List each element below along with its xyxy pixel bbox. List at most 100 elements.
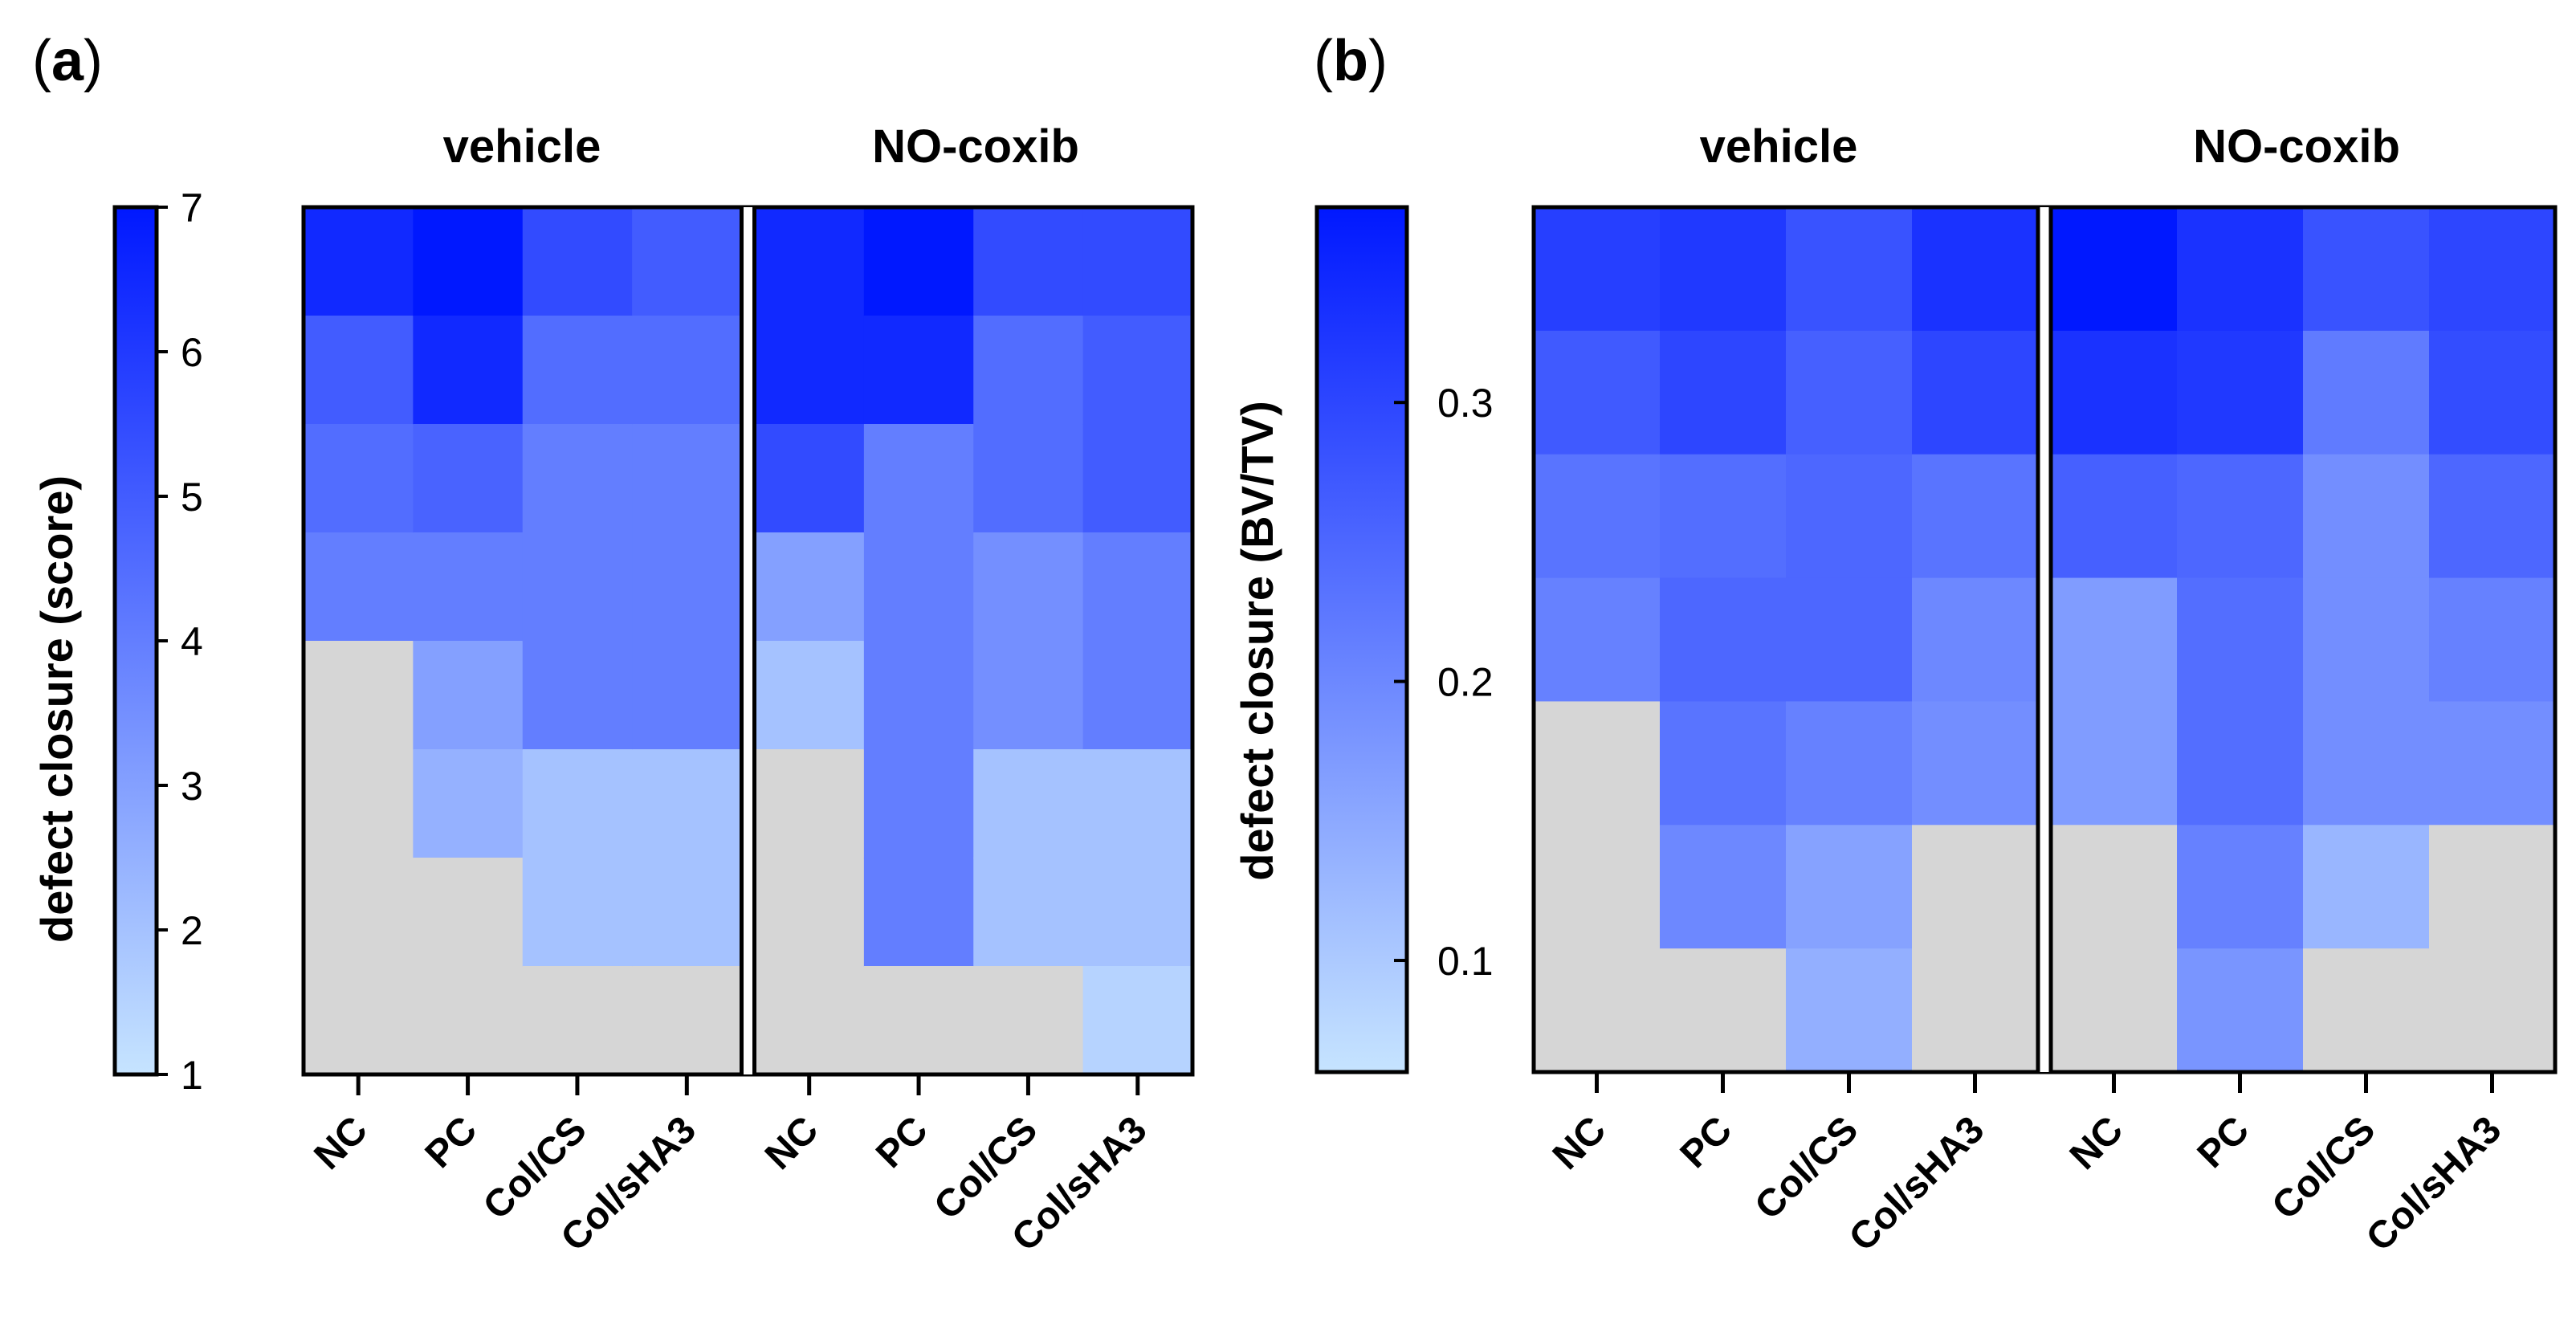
colorbar-gradient-b xyxy=(1314,205,1409,1074)
heatmap-b-cell xyxy=(1534,207,1661,332)
heatmap-a-cell xyxy=(304,316,414,425)
colorbar-a-tick-label: 7 xyxy=(181,186,203,230)
heatmap-b-cell xyxy=(2429,454,2556,579)
heatmap-a-cell xyxy=(973,532,1084,642)
heatmap-a-cell xyxy=(1082,858,1193,967)
heatmap-b-cell xyxy=(2177,207,2304,332)
heatmap-b-cell xyxy=(2051,454,2178,579)
heatmap-a-cell xyxy=(304,641,414,750)
heatmap-b-cell xyxy=(1534,577,1661,703)
heatmap-b-cell xyxy=(2303,577,2430,703)
heatmap-b-cell xyxy=(1660,701,1787,826)
heatmap-a-cell xyxy=(863,316,975,425)
colorbar-a-tick-label: 1 xyxy=(181,1053,203,1098)
heatmap-b-cell xyxy=(1786,330,1913,455)
heatmap-a-cell xyxy=(304,207,414,316)
category-label-b-vehicle-col-cs: Col/CS xyxy=(1747,1108,1867,1228)
heatmap-b-cell xyxy=(1786,207,1913,332)
heatmap-a-cell xyxy=(522,532,633,642)
group-label-no-coxib-b: NO-coxib xyxy=(2193,120,2400,173)
category-label-b-vehicle-pc: PC xyxy=(1673,1108,1741,1176)
category-label-b-no-coxib-col-sha3: Col/sHA3 xyxy=(2358,1108,2509,1259)
heatmap-a-cell xyxy=(304,532,414,642)
colorbar-b: 0.1 0.2 0.3 xyxy=(1314,205,1494,1074)
heatmap-a-cell xyxy=(304,424,414,533)
colorbar-a: 1 2 3 4 5 6 7 xyxy=(112,186,203,1098)
heatmap-b-cell xyxy=(1786,701,1913,826)
colorbar-b-title: defect closure (BV/TV) xyxy=(1232,401,1282,880)
heatmap-a-cell xyxy=(632,858,743,967)
group-label-vehicle-a: vehicle xyxy=(443,120,601,173)
heatmap-a-cell xyxy=(754,207,865,316)
heatmap-b-cell xyxy=(2177,330,2304,455)
category-label-b-vehicle-nc: NC xyxy=(1545,1108,1614,1177)
heatmap-a-cell xyxy=(413,966,524,1075)
heatmap-b-cell xyxy=(2051,330,2178,455)
category-label-b-no-coxib-col-cs: Col/CS xyxy=(2264,1108,2384,1228)
heatmap-a-cell xyxy=(632,966,743,1075)
colorbar-gradient-a xyxy=(112,205,159,1077)
heatmap-a-cell xyxy=(754,424,865,533)
heatmap-b-cell xyxy=(2429,701,2556,826)
heatmap-a-cell xyxy=(632,316,743,425)
heatmap-a-cell xyxy=(632,749,743,858)
heatmap-b-cell xyxy=(2303,825,2430,949)
heatmap-a-cell xyxy=(754,641,865,750)
heatmap-b-cell xyxy=(1660,825,1787,949)
heatmap-a-cell xyxy=(632,641,743,750)
heatmap-b-cell xyxy=(2303,207,2430,332)
heatmap-a-cell xyxy=(413,532,524,642)
heatmap-b-cell xyxy=(1786,825,1913,949)
category-label-b-vehicle-col-sha3: Col/sHA3 xyxy=(1841,1108,1992,1259)
heatmap-a-cell xyxy=(1082,207,1193,316)
category-label-b-no-coxib-pc: PC xyxy=(2190,1108,2258,1176)
heatmap-a-cell xyxy=(413,424,524,533)
heatmap-b-cell xyxy=(2177,454,2304,579)
heatmap-a-cell xyxy=(632,532,743,642)
colorbar-a-tick-label: 5 xyxy=(181,475,203,520)
heatmap-b-cell xyxy=(1534,701,1661,826)
heatmap-a-cell xyxy=(522,641,633,750)
category-label-a-vehicle-nc: NC xyxy=(306,1108,375,1177)
heatmap-b-cell xyxy=(2177,825,2304,949)
heatmap-a-cell xyxy=(754,749,865,858)
heatmap-a-cell xyxy=(973,858,1084,967)
heatmap-a-cell xyxy=(1082,749,1193,858)
colorbar-a-title: defect closure (score) xyxy=(31,475,82,943)
heatmap-b-cell xyxy=(1534,330,1661,455)
heatmap-b-cell xyxy=(1534,825,1661,949)
heatmap-b-cell xyxy=(1912,330,2039,455)
heatmap-b-cell xyxy=(1660,577,1787,703)
heatmap-a-cell xyxy=(863,532,975,642)
heatmap-a-cell xyxy=(522,966,633,1075)
heatmap-b-cell xyxy=(2303,330,2430,455)
heatmap-a-cell xyxy=(863,858,975,967)
heatmap-b-cell xyxy=(1912,701,2039,826)
heatmap-b-cell xyxy=(2429,330,2556,455)
heatmap-b-cell xyxy=(2051,701,2178,826)
heatmap-a-cell xyxy=(413,641,524,750)
heatmap-a-cell xyxy=(413,858,524,967)
heatmap-a-cell xyxy=(632,424,743,533)
heatmap-a-cell xyxy=(1082,424,1193,533)
heatmap-a-cell xyxy=(413,749,524,858)
category-label-a-vehicle-pc: PC xyxy=(418,1108,486,1176)
heatmap-a-cell xyxy=(754,858,865,967)
heatmap-a-cell xyxy=(522,858,633,967)
heatmap-a-separator xyxy=(741,207,755,1074)
heatmap-a-cell xyxy=(863,749,975,858)
heatmap-b-cell xyxy=(1660,207,1787,332)
heatmap-a-cell xyxy=(1082,966,1193,1075)
heatmap-a-cell xyxy=(632,207,743,316)
heatmap-b-cell xyxy=(2429,948,2556,1073)
heatmap-a-cell xyxy=(1082,532,1193,642)
colorbar-a-tick-label: 2 xyxy=(181,908,203,953)
heatmap-b-cell xyxy=(1912,577,2039,703)
heatmap-a-cell xyxy=(304,858,414,967)
heatmap-a-cell xyxy=(304,966,414,1075)
heatmap-a-cell xyxy=(754,316,865,425)
heatmap-b-cell xyxy=(2177,701,2304,826)
